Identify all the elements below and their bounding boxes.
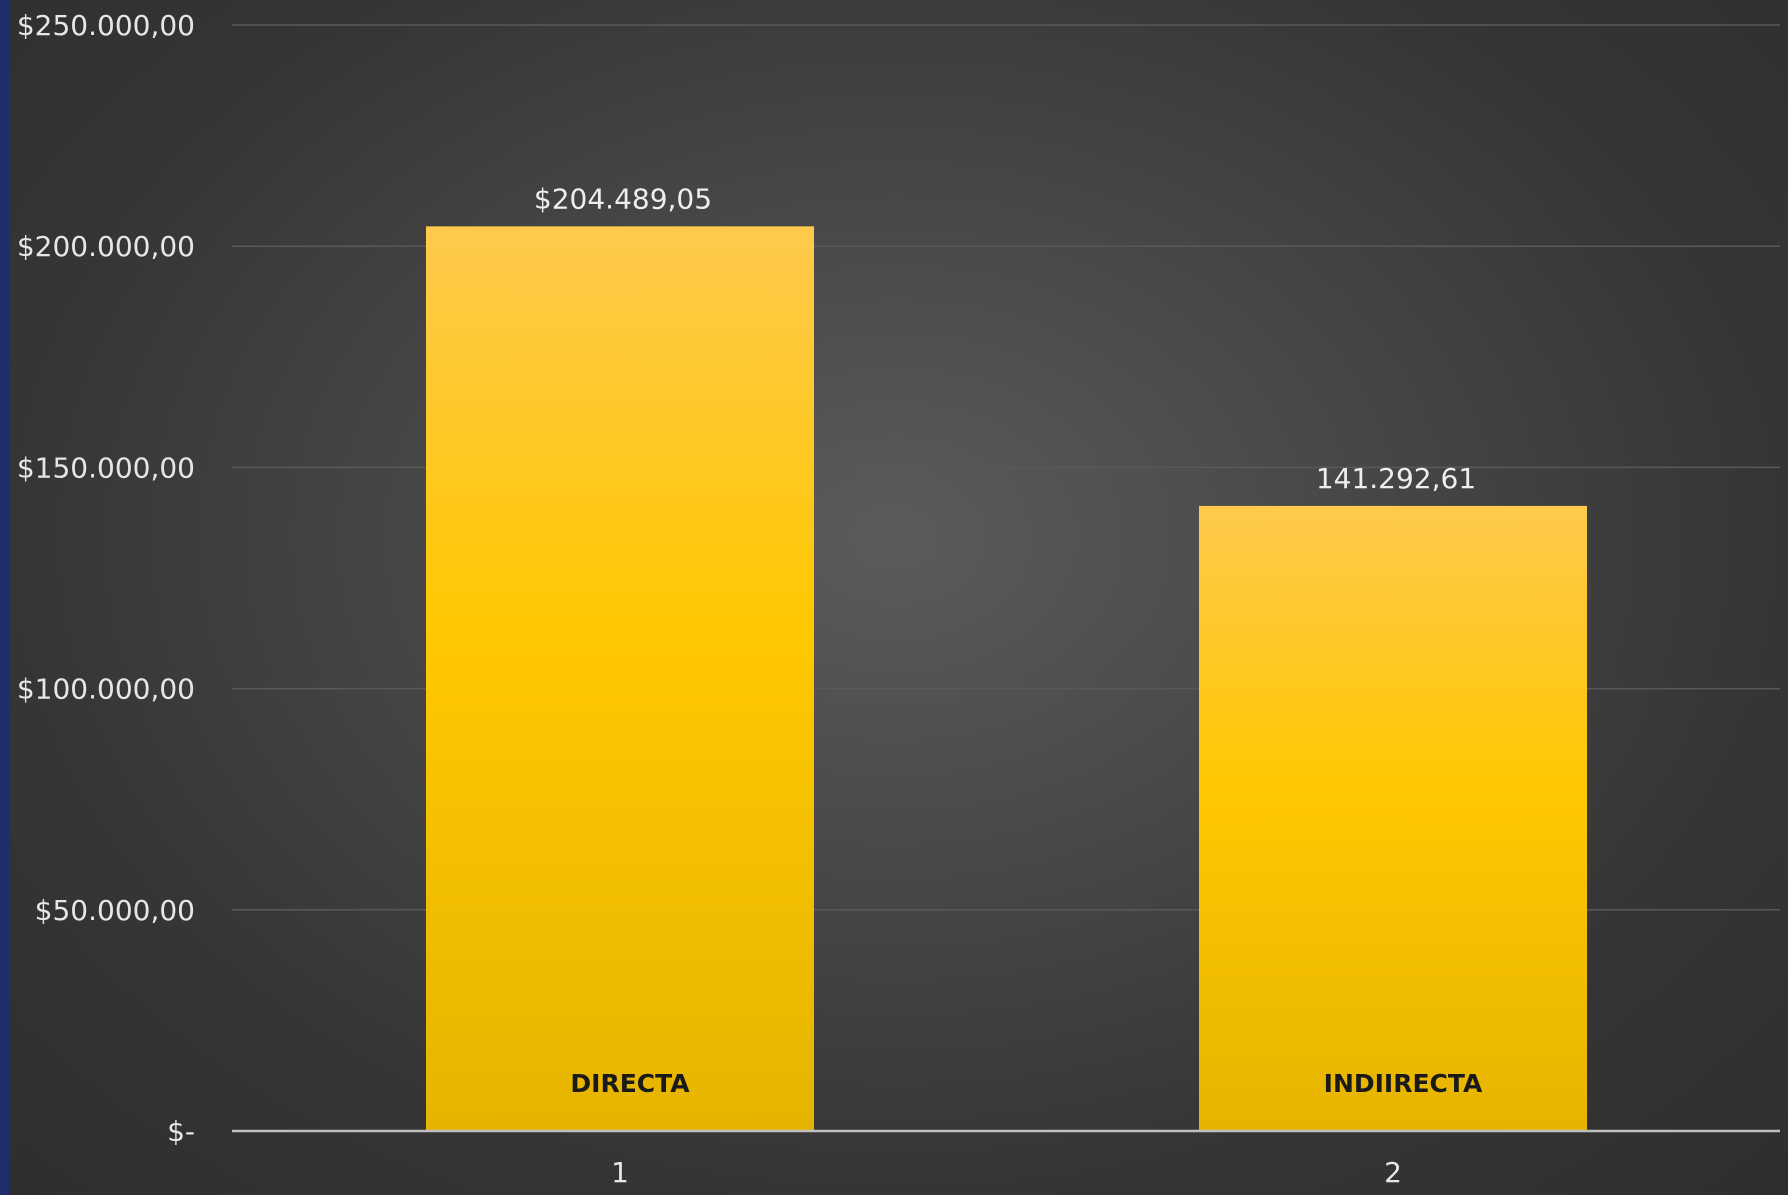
y-tick-label: $50.000,00 — [35, 894, 195, 927]
x-tick-label: 1 — [611, 1156, 629, 1189]
bar-name-label: INDIIRECTA — [1324, 1069, 1483, 1098]
data-label: 141.292,61 — [1316, 462, 1476, 495]
y-tick-label: $150.000,00 — [17, 451, 195, 484]
bars — [426, 226, 1587, 1131]
slide-edge — [0, 0, 9, 1195]
y-tick-label: $- — [167, 1115, 195, 1148]
y-axis-tick-labels: $- $50.000,00 $100.000,00 $150.000,00 $200.0… — [17, 9, 195, 1148]
y-tick-label: $100.000,00 — [17, 673, 195, 706]
bar — [1199, 505, 1587, 1131]
y-tick-label: $250.000,00 — [17, 9, 195, 42]
bar — [426, 226, 814, 1131]
data-labels: $204.489,05 DIRECTA 141.292,61 INDIIRECTA — [534, 182, 1483, 1098]
y-tick-label: $200.000,00 — [17, 230, 195, 263]
data-label: $204.489,05 — [534, 182, 712, 215]
bar-name-label: DIRECTA — [570, 1069, 690, 1098]
x-tick-label: 2 — [1384, 1156, 1402, 1189]
